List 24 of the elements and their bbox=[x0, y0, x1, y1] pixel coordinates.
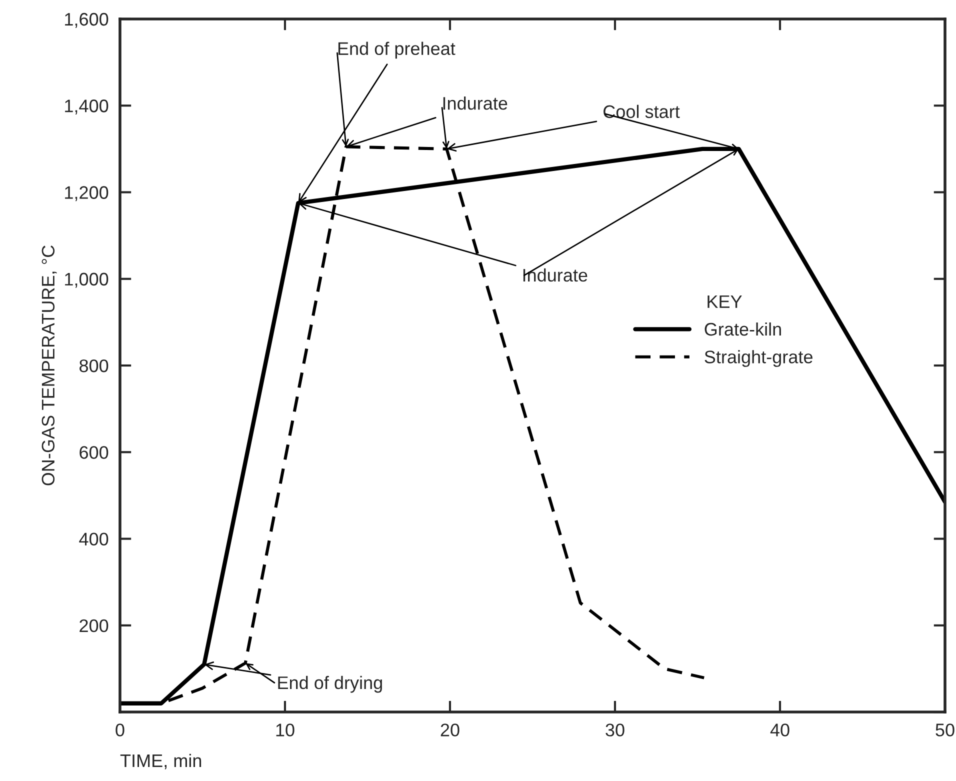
y-tick-label: 1,400 bbox=[65, 100, 108, 114]
x-tick-label: 50 bbox=[936, 724, 954, 736]
legend-label: Straight-grate bbox=[704, 350, 812, 367]
annotation: End of drying bbox=[278, 676, 382, 693]
y-tick-label: 400 bbox=[79, 532, 108, 546]
x-tick-label: 30 bbox=[606, 724, 624, 736]
x-tick-label: 10 bbox=[276, 724, 294, 736]
annotation: Indurate bbox=[523, 268, 588, 282]
x-tick-label: 20 bbox=[440, 724, 460, 736]
annotation: Indurate bbox=[443, 96, 508, 110]
legend-title: KEY bbox=[708, 295, 742, 308]
x-tick-label: 0 bbox=[116, 724, 124, 736]
y-tick-label: 1,200 bbox=[65, 186, 108, 202]
y-tick-label: 1,600 bbox=[65, 12, 108, 28]
x-axis-title: TIME, min bbox=[120, 754, 202, 770]
legend-label: Grate-kiln bbox=[704, 322, 781, 336]
annotation: Cool start bbox=[604, 104, 680, 118]
y-axis-title: ON-GAS TEMPERATURE, °C bbox=[42, 246, 57, 486]
x-tick-label: 40 bbox=[770, 724, 790, 736]
annotation: End of preheat bbox=[338, 42, 456, 59]
y-tick-label: 1,000 bbox=[65, 272, 108, 288]
y-tick-label: 600 bbox=[80, 446, 108, 459]
y-tick-label: 800 bbox=[80, 359, 108, 372]
y-tick-label: 200 bbox=[80, 619, 108, 632]
